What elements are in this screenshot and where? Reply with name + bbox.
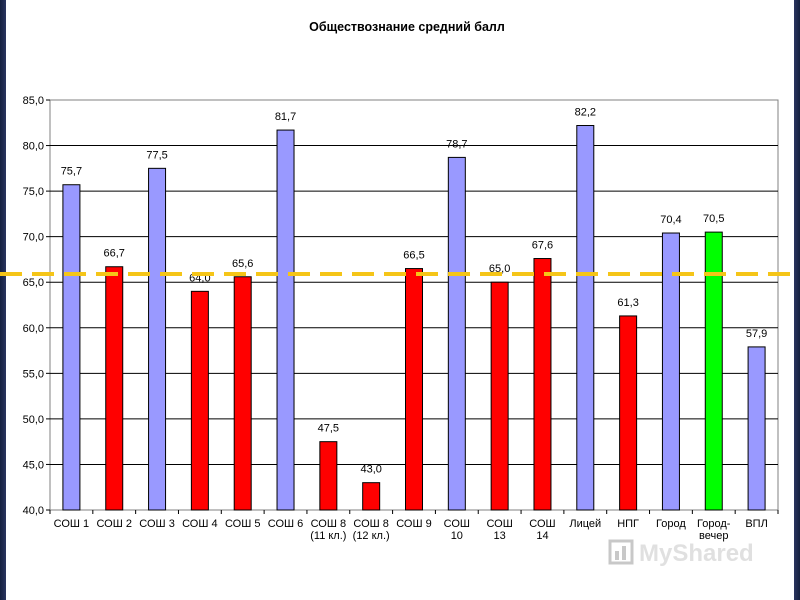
x-tick-label: 13 [494, 530, 506, 542]
x-tick-label: НПГ [617, 518, 639, 530]
bar [319, 441, 338, 511]
x-tick-label: (11 кл.) [310, 530, 346, 542]
logo-icon: MyShared [608, 539, 754, 567]
x-tick-label: СОШ 8 [311, 518, 347, 530]
bar [233, 276, 252, 511]
bar [148, 167, 167, 511]
x-tick-label: СОШ 8 [353, 518, 389, 530]
y-tick-label: 55,0 [23, 368, 44, 380]
x-tick-label: СОШ 5 [225, 518, 261, 530]
y-tick-label: 45,0 [23, 459, 44, 471]
data-label: 70,4 [660, 214, 681, 226]
data-label: 78,7 [446, 138, 467, 150]
y-tick-label: 75,0 [23, 186, 44, 198]
x-tick-label: (12 кл.) [353, 530, 390, 542]
data-label: 57,9 [746, 328, 767, 340]
x-tick-label: 14 [536, 530, 548, 542]
bar [362, 482, 381, 511]
bar [490, 281, 509, 511]
data-label: 67,6 [532, 240, 553, 252]
data-label: 75,7 [61, 166, 82, 178]
data-label: 77,5 [146, 149, 167, 161]
x-tick-label: Лицей [569, 518, 601, 530]
x-tick-label: СОШ 6 [268, 518, 304, 530]
x-tick-label: вечер [699, 530, 728, 542]
data-label: 47,5 [318, 423, 339, 435]
bar [533, 258, 552, 511]
y-tick-label: 40,0 [23, 505, 44, 517]
data-label: 61,3 [617, 297, 638, 309]
x-tick-label: СОШ 3 [139, 518, 175, 530]
x-tick-label: ВПЛ [745, 518, 767, 530]
y-tick-label: 50,0 [23, 414, 44, 426]
x-tick-label: СОШ 4 [182, 518, 218, 530]
x-tick-label: СОШ [444, 518, 470, 530]
bar [747, 346, 766, 511]
y-tick-label: 80,0 [23, 141, 44, 153]
x-tick-label: СОШ [529, 518, 555, 530]
x-tick-label: Город- [697, 518, 731, 530]
chart-title: Обществознание средний балл [309, 20, 505, 34]
x-tick-label: СОШ 2 [96, 518, 132, 530]
svg-text:MyShared: MyShared [639, 540, 754, 567]
x-tick-label: Город [656, 518, 686, 530]
y-tick-label: 65,0 [23, 277, 44, 289]
x-tick-label: СОШ [486, 518, 512, 530]
bar [62, 184, 81, 511]
bar [447, 156, 466, 511]
y-tick-label: 60,0 [23, 323, 44, 335]
data-label: 81,7 [275, 111, 296, 123]
data-label: 66,5 [403, 250, 424, 262]
bar [276, 129, 295, 511]
data-label: 43,0 [360, 464, 381, 476]
bar [405, 268, 423, 511]
data-label: 70,5 [703, 213, 724, 225]
data-label: 66,7 [104, 248, 125, 260]
bar [576, 125, 595, 511]
y-tick-label: 85,0 [23, 95, 44, 107]
bar [661, 232, 680, 511]
x-tick-label: 10 [451, 530, 463, 542]
bar [105, 266, 124, 511]
data-label: 82,2 [575, 107, 596, 119]
bar [619, 315, 638, 511]
data-label: 65,6 [232, 258, 253, 270]
y-tick-label: 70,0 [23, 232, 44, 244]
x-tick-label: СОШ 9 [396, 518, 432, 530]
x-tick-label: СОШ 1 [54, 518, 90, 530]
bar [190, 290, 209, 511]
bar [704, 231, 723, 511]
